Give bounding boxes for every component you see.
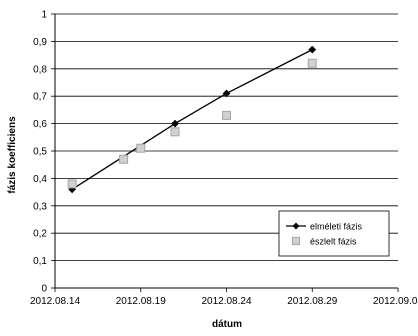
legend-box [278,210,390,257]
y-tick-label: 0 [41,284,47,295]
series-2 [67,58,317,189]
series-1 [68,45,317,194]
legend-marker [292,222,300,230]
data-point [308,45,317,54]
y-tick-labels: 0 0,1 0,2 0,3 0,4 0,5 0,6 0,7 0,8 0,9 1 [33,10,47,295]
y-tick-label: 0,1 [33,256,47,267]
legend: elméleti fázis észlelt fázis [278,210,390,257]
legend-marker [291,236,301,246]
x-tick-label: 2012.09.03 [373,296,418,307]
y-tick-label: 0,5 [33,147,47,158]
y-tick-label: 0,6 [33,119,47,130]
grid-lines [55,13,398,262]
y-tick-label: 1 [41,10,47,21]
data-point [171,119,180,128]
data-point [222,110,231,120]
series [67,45,317,194]
data-point [222,89,231,98]
y-tick-label: 0,8 [33,64,47,75]
data-point [307,58,317,68]
y-tick-label: 0,3 [33,201,47,212]
x-axis-title: dátum [212,319,242,330]
series-line [71,49,313,190]
x-tick-label: 2012.08.19 [116,296,166,307]
y-tick-label: 0,7 [33,92,47,103]
y-tick-label: 0,9 [33,37,47,48]
data-point [119,154,129,164]
x-tick-labels: 2012.08.14 2012.08.19 2012.08.24 2012.08.29… [30,296,418,307]
data-point [136,143,146,153]
axes [51,13,399,292]
data-point [170,127,180,137]
y-tick-label: 0,4 [33,174,47,185]
data-point [67,179,77,189]
legend-label: észlelt fázis [310,237,357,247]
y-tick-label: 0,2 [33,229,47,240]
legend-label: elméleti fázis [310,222,363,232]
y-axis-title: fázis koefficiens [7,116,18,194]
x-tick-label: 2012.08.29 [287,296,337,307]
x-tick-label: 2012.08.14 [30,296,80,307]
x-tick-label: 2012.08.24 [201,296,251,307]
